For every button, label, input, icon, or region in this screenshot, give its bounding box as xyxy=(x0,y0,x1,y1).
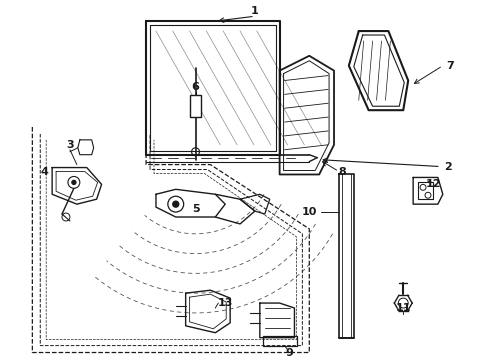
Circle shape xyxy=(173,201,179,207)
Text: 7: 7 xyxy=(446,61,454,71)
Text: 2: 2 xyxy=(444,162,452,172)
Text: 8: 8 xyxy=(338,167,346,176)
Text: 3: 3 xyxy=(66,140,74,150)
Text: 9: 9 xyxy=(286,347,294,357)
Text: 11: 11 xyxy=(395,303,411,313)
Text: 4: 4 xyxy=(40,167,48,176)
Text: 1: 1 xyxy=(251,6,259,16)
Text: 10: 10 xyxy=(302,207,317,217)
Text: 5: 5 xyxy=(192,204,199,214)
Text: 6: 6 xyxy=(192,82,199,93)
Bar xyxy=(190,95,201,117)
Text: 12: 12 xyxy=(426,179,441,189)
Text: 13: 13 xyxy=(218,298,233,308)
Circle shape xyxy=(72,180,76,184)
